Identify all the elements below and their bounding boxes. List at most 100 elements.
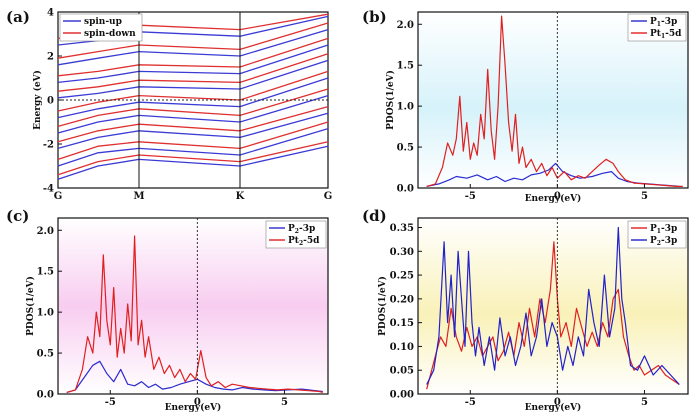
plot-area-b: [417, 11, 689, 189]
x-tick-label: 5: [641, 191, 648, 202]
y-tick-label: 1.0: [37, 308, 54, 319]
legend-box-c: [265, 220, 327, 249]
y-tick-label: 0.00: [390, 390, 414, 401]
pdos-lines-c: [66, 235, 323, 393]
legend-label-d-p2: P2-3p: [650, 236, 677, 247]
x-tick-label: K: [236, 191, 245, 202]
x-tick-label: 0: [554, 397, 561, 408]
pdos-line-Pt2-5d: [66, 235, 323, 393]
band-structure-panel: 4 2 0 -2 -4 G M K G Energy (eV) spin-up spin-do…: [32, 8, 332, 203]
x-tick-label: M: [133, 191, 144, 202]
legend-sub-c-p2: 2: [295, 228, 299, 235]
y-tick-label: 2.0: [37, 226, 54, 237]
y-tick-label: 1.5: [37, 267, 54, 278]
legend-suffix-b-pt1: -5d: [665, 29, 682, 39]
panel-label-d: (d): [362, 207, 387, 225]
x-tick-label: -5: [465, 191, 476, 202]
panel-label-b: (b): [362, 8, 387, 26]
legend-sub-d-p1: 1: [657, 228, 661, 235]
legend-label-spin-down: spin-down: [84, 29, 136, 39]
y-tick-label: 1.5: [397, 61, 414, 72]
legend-sub-c-pt2: 2: [299, 240, 303, 247]
pdos-line-P2-3p: [66, 360, 323, 393]
legend-suffix-b-p1: -3p: [661, 17, 677, 27]
legend-label-b-p1: P1-3p: [650, 17, 677, 28]
x-tick-label: G: [54, 191, 63, 202]
panel-label-a: (a): [6, 8, 30, 26]
legend-a: spin-up spin-down: [59, 13, 143, 42]
y-tick-label: -4: [43, 184, 54, 195]
y-tick-label: 0.5: [37, 349, 54, 360]
legend-symbol-d-p2: P: [650, 236, 657, 246]
legend-suffix-c-pt2: -5d: [303, 236, 320, 246]
y-tick-label: 0.0: [397, 184, 414, 195]
legend-symbol-c-p2: P: [288, 224, 295, 234]
x-ticks-c: -5 0 5: [105, 390, 288, 408]
y-tick-label: 0.30: [390, 247, 414, 258]
legend-symbol-b-pt1: Pt: [650, 29, 662, 39]
legend-d: P1-3p P2-3p: [627, 220, 687, 249]
x-axis-label-b: Energy(eV): [525, 193, 582, 204]
x-axis-label-c: Energy(eV): [165, 402, 222, 413]
x-tick-label: 0: [194, 397, 201, 408]
legend-symbol-d-p1: P: [650, 224, 657, 234]
y-ticks-d: 0.00 0.05 0.10 0.15 0.20 0.25 0.30 0.35: [390, 223, 422, 401]
legend-sub-b-pt1: 1: [661, 33, 665, 40]
y-tick-label: 0.25: [390, 271, 414, 282]
legend-symbol-c-pt2: Pt: [288, 236, 300, 246]
y-tick-label: 0.0: [37, 390, 54, 401]
legend-suffix-d-p2: -3p: [661, 236, 677, 246]
y-tick-label: 0.15: [390, 318, 414, 329]
pdos-panel-b: 0.0 0.5 1.0 1.5 2.0 -5 0 5 Energy(eV) PDOS(1/e…: [385, 11, 689, 204]
x-ticks-d: -5 0 5: [465, 390, 648, 408]
legend-sub-b-p1: 1: [657, 21, 661, 28]
x-tick-label: 5: [281, 397, 288, 408]
x-tick-label: 0: [554, 191, 561, 202]
y-tick-label: 0: [47, 96, 54, 107]
legend-suffix-d-p1: -3p: [661, 224, 677, 234]
legend-b: P1-3p Pt1-5d: [627, 13, 687, 42]
legend-label-spin-up: spin-up: [84, 17, 122, 27]
y-tick-label: 1.0: [397, 102, 414, 113]
y-tick-label: 2: [47, 52, 54, 63]
pdos-panel-d: 0.00 0.05 0.10 0.15 0.20 0.25 0.30 0.35 -5 0 5 En…: [377, 217, 689, 413]
y-axis-label-d: PDOS(1/eV): [377, 276, 388, 336]
pdos-lines-b: [426, 15, 683, 187]
y-tick-label: 2.0: [397, 20, 414, 31]
y-ticks-b: 0.0 0.5 1.0 1.5 2.0: [397, 20, 422, 195]
y-tick-label: 0.5: [397, 143, 414, 154]
x-tick-label: -5: [465, 397, 476, 408]
pdos-line-P2-3p: [426, 226, 680, 385]
y-tick-label: 0.35: [390, 223, 414, 234]
legend-label-b-pt1: Pt1-5d: [650, 29, 682, 40]
legend-suffix-c-p2: -3p: [299, 224, 315, 234]
y-tick-label: 0.05: [390, 366, 414, 377]
x-axis-label-d: Energy(eV): [525, 402, 582, 413]
y-tick-label: 0.10: [390, 342, 414, 353]
x-tick-label: 5: [641, 397, 648, 408]
x-ticks-b: -5 0 5: [465, 184, 648, 202]
legend-symbol-b-p1: P: [650, 17, 657, 27]
pdos-panel-c: 0.0 0.5 1.0 1.5 2.0 -5 0 5 Energy(eV) PDOS(1/e…: [25, 217, 329, 413]
legend-label-c-p2: P2-3p: [288, 224, 315, 235]
y-tick-label: -2: [43, 140, 54, 151]
y-axis-label-b: PDOS(1/eV): [385, 70, 396, 130]
legend-label-d-p1: P1-3p: [650, 224, 677, 235]
pdos-line-Pt1-5d: [426, 15, 683, 187]
x-tick-label: G: [324, 191, 333, 202]
legend-box-d: [627, 220, 687, 249]
pdos-lines-d: [426, 226, 680, 390]
legend-sub-d-p2: 2: [657, 240, 661, 247]
x-tick-label: -5: [105, 397, 116, 408]
y-axis-label-c: PDOS(1/eV): [25, 276, 36, 336]
legend-label-c-pt2: Pt2-5d: [288, 236, 320, 247]
legend-box-b: [627, 13, 687, 42]
y-tick-label: 4: [47, 8, 54, 19]
y-ticks-a: 4 2 0 -2 -4: [43, 8, 62, 195]
panel-label-c: (c): [6, 207, 29, 225]
y-ticks-c: 0.0 0.5 1.0 1.5 2.0: [37, 226, 62, 401]
y-axis-label-a: Energy (eV): [32, 70, 43, 130]
legend-c: P2-3p Pt2-5d: [265, 220, 327, 249]
